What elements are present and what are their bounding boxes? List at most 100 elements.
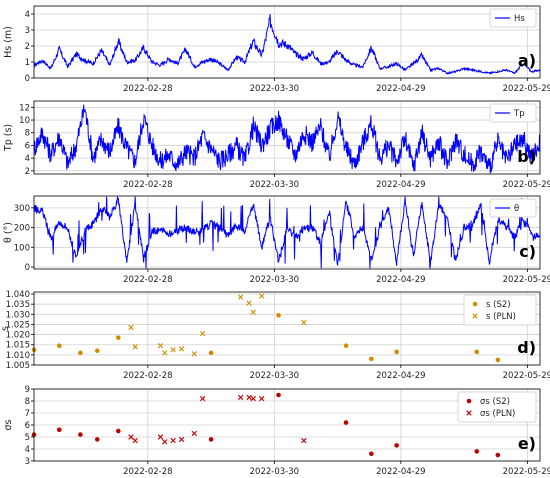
y-axis-label: Tp (s) [3,124,14,152]
y-axis-label: θ (°) [3,222,14,243]
x-tick-label: 2022-02-28 [123,467,172,477]
data-point-circle [208,350,214,356]
legend-box [457,391,537,423]
data-point-x [199,395,206,402]
x-tick-label: 2022-04-29 [376,275,425,285]
data-point-x [170,437,176,444]
y-tick-label: 10 [19,116,30,126]
data-point-x [246,394,252,401]
plot-frame [33,291,541,366]
y-tick-label: 1.015 [6,341,30,351]
data-point-x [199,330,206,337]
y-axis-label: Hs (m) [3,26,14,58]
panel-d: 1.0051.0101.0151.0201.0251.0301.0351.040… [0,290,550,381]
data-point-x [246,300,252,306]
data-point-circle [78,432,83,437]
legend: θ [489,198,537,218]
data-point-circle [57,427,62,433]
x-tick-label: 2022-03-30 [250,180,299,190]
data-point-circle [495,452,501,458]
y-axis-label: σs [3,419,14,430]
x-tick-label: 2022-03-30 [250,275,299,285]
data-point-x [157,343,164,349]
x-tick-label: 2022-05-29 [503,371,550,381]
x-tick-label: 2022-05-29 [503,180,550,190]
data-point-circle [474,349,480,355]
y-tick-label: 2 [25,167,30,177]
y-tick-label: 1 [25,58,30,68]
y-tick-label: 200 [14,224,30,234]
x-tick-label: 2022-05-29 [503,275,550,285]
y-tick-label: 1.030 [6,310,30,320]
data-point-circle [394,443,399,448]
x-tick-label: 2022-04-29 [376,84,425,94]
panel-e: 3 4 5 6 7 8 9 2022-02-28 2022-03-30 2022-04-29 202… [3,385,550,477]
data-point-x [250,309,256,315]
data-point-circle [78,350,83,356]
data-point-x [157,434,164,440]
y-tick-label: 3 [25,26,30,36]
y-tick-label: 12 [19,103,30,113]
y-tick-label: 4 [25,10,30,20]
series-line [34,13,540,75]
data-point-x [162,350,168,356]
data-point-x [301,437,307,444]
legend-swatch-x [472,313,478,319]
y-tick-label: 1.005 [6,361,30,371]
x-tick-label: 2022-04-29 [376,180,425,190]
panel-label: d) [517,338,536,357]
y-tick-label: 5 [25,433,30,443]
y-tick-label: 1.020 [6,331,30,341]
x-tick-label: 2022-05-29 [503,84,550,94]
data-point-circle [495,357,501,363]
data-point-x [128,434,134,440]
data-point-circle [369,451,374,457]
x-tick-label: 2022-03-30 [250,371,299,381]
y-axis-label: s [0,326,11,331]
legend-swatch-circle [472,301,478,307]
y-tick-label: 0 [25,74,30,84]
y-tick-label: 6 [25,421,30,431]
legend-swatch-x [466,410,472,416]
data-point-x [191,430,197,437]
panel-label: e) [518,434,536,453]
panel-label: c) [519,242,536,261]
legend-entry-label: θ [514,204,519,214]
panel-a: 0 1 2 3 4 2022-02-28 2022-03-30 2022-04-29 2022-… [3,5,550,94]
data-point-circle [394,349,399,355]
x-tick-label: 2022-03-30 [250,467,299,477]
panel-label: b) [517,147,536,166]
legend: Hs [489,8,537,28]
panel-label: a) [518,51,536,70]
legend: s (S2) s (PLN) [463,294,537,326]
data-point-circle [276,313,281,318]
y-tick-label: 1.010 [6,351,30,361]
series-line [34,104,540,174]
y-tick-label: 1.040 [6,290,30,300]
data-point-circle [208,437,214,442]
legend-entry-label: Hs [514,14,525,24]
data-point-x [178,436,185,443]
legend-entry-label: s (S2) [486,300,511,310]
legend: Tp [489,103,537,123]
data-point-circle [369,356,374,362]
y-tick-label: 8 [25,397,30,407]
legend-box [489,103,537,123]
y-tick-label: 1.025 [6,320,30,330]
data-point-circle [116,428,121,434]
legend-swatch-circle [466,398,472,404]
data-point-circle [276,392,281,398]
legend-entry-label: σs (PLN) [480,409,515,419]
x-tick-label: 2022-04-29 [376,371,425,381]
x-tick-label: 2022-05-29 [503,467,550,477]
x-tick-label: 2022-02-28 [123,84,172,94]
data-point-x [132,437,138,444]
y-tick-label: 0 [25,263,30,273]
data-point-x [191,351,197,357]
data-point-circle [474,449,480,454]
legend-entry-label: Tp [513,109,525,119]
data-point-circle [116,335,121,340]
legend-entry-label: σs (S2) [480,397,510,407]
data-point-x [162,439,168,445]
